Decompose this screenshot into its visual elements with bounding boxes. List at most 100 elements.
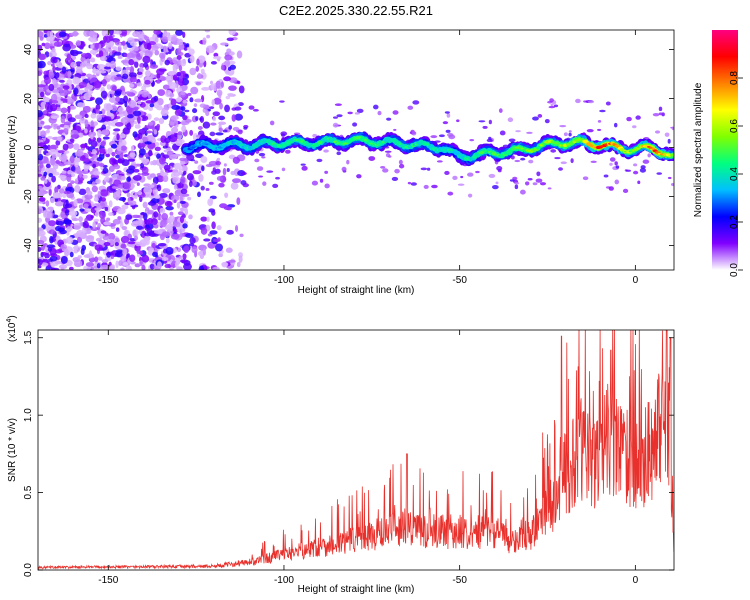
noise-cell (73, 199, 78, 207)
noise-cell (48, 83, 55, 92)
noise-cell (82, 174, 88, 179)
noise-cell (74, 184, 81, 193)
noise-cell (78, 132, 84, 138)
noise-cell (185, 233, 194, 238)
noise-cell (514, 182, 520, 185)
noise-cell (51, 89, 60, 93)
noise-cell (142, 201, 148, 209)
noise-cell (132, 175, 142, 181)
noise-cell (148, 258, 153, 263)
noise-cell (63, 161, 73, 166)
noise-cell (38, 208, 42, 214)
noise-cell (69, 138, 75, 143)
noise-cell (133, 168, 140, 173)
noise-cell (48, 188, 52, 196)
noise-cell (181, 207, 186, 212)
noise-cell (85, 145, 90, 150)
noise-cell (219, 203, 228, 209)
noise-cell (110, 264, 116, 270)
noise-cell (177, 131, 183, 136)
noise-cell (149, 64, 159, 69)
noise-cell (47, 247, 53, 252)
noise-cell (426, 167, 431, 171)
noise-cell (176, 201, 181, 209)
spectrogram-frame (37, 29, 675, 271)
noise-cell (58, 175, 67, 179)
noise-cell (558, 167, 563, 171)
noise-cell (293, 132, 301, 135)
signal-cell (455, 153, 460, 155)
noise-cell (248, 105, 255, 110)
noise-cell (152, 176, 159, 185)
noise-cell (175, 141, 183, 146)
noise-cell (499, 130, 506, 136)
noise-cell (217, 237, 221, 242)
noise-cell (132, 131, 138, 138)
noise-cell (212, 116, 217, 122)
noise-cell (121, 225, 128, 231)
noise-cell (137, 100, 142, 105)
noise-cell (100, 189, 109, 197)
noise-cell (90, 38, 97, 43)
noise-cell (201, 165, 205, 172)
noise-cell (165, 237, 170, 244)
noise-cell (134, 61, 139, 68)
noise-cell (188, 180, 193, 188)
noise-cell (488, 119, 492, 125)
spectrogram-heatmap (38, 30, 674, 270)
noise-cell (514, 159, 521, 163)
signal-cell (425, 143, 430, 146)
noise-cell (127, 107, 134, 116)
noise-cell (57, 150, 65, 154)
noise-cell (87, 150, 92, 155)
snr-x-label: Height of straight line (km) (298, 584, 415, 595)
noise-cell (141, 172, 150, 176)
noise-cell (153, 30, 162, 35)
noise-cell (74, 243, 79, 251)
noise-cell (586, 129, 594, 133)
noise-cell (633, 163, 638, 167)
noise-cell (220, 42, 229, 46)
noise-cell (550, 149, 557, 153)
noise-cell (178, 45, 185, 50)
noise-cell (146, 42, 152, 51)
noise-cell (105, 35, 111, 43)
noise-cell (279, 100, 285, 103)
noise-cell (38, 60, 46, 69)
noise-cell (120, 235, 130, 244)
noise-cell (38, 239, 45, 245)
noise-cell (488, 136, 492, 140)
noise-cell (134, 235, 139, 241)
noise-cell (51, 175, 57, 183)
noise-cell (196, 58, 200, 66)
noise-cell (179, 157, 188, 162)
noise-cell (60, 74, 65, 78)
noise-cell (64, 248, 69, 257)
noise-cell (115, 260, 119, 269)
noise-cell (431, 184, 438, 189)
noise-cell (162, 257, 169, 261)
noise-cell (78, 204, 83, 209)
noise-cell (38, 84, 46, 88)
noise-cell (125, 66, 131, 71)
noise-cell (130, 120, 134, 128)
noise-cell (140, 162, 145, 169)
noise-cell (554, 156, 561, 160)
noise-cell (180, 59, 187, 67)
noise-cell (151, 44, 159, 51)
noise-cell (60, 244, 68, 250)
noise-cell (144, 152, 150, 158)
noise-cell (65, 236, 74, 244)
noise-cell (59, 79, 65, 83)
noise-cell (188, 243, 195, 247)
noise-cell (101, 78, 107, 87)
noise-cell (75, 40, 82, 46)
noise-cell (614, 122, 618, 128)
noise-cell (45, 163, 51, 169)
noise-cell (224, 60, 231, 66)
noise-cell (132, 110, 142, 117)
noise-cell (234, 113, 244, 121)
colorbar: 0.0 0.2 0.4 0.6 0.8 Normalized spectral ampl… (693, 30, 743, 277)
noise-cell (103, 176, 111, 183)
noise-cell (182, 223, 188, 229)
